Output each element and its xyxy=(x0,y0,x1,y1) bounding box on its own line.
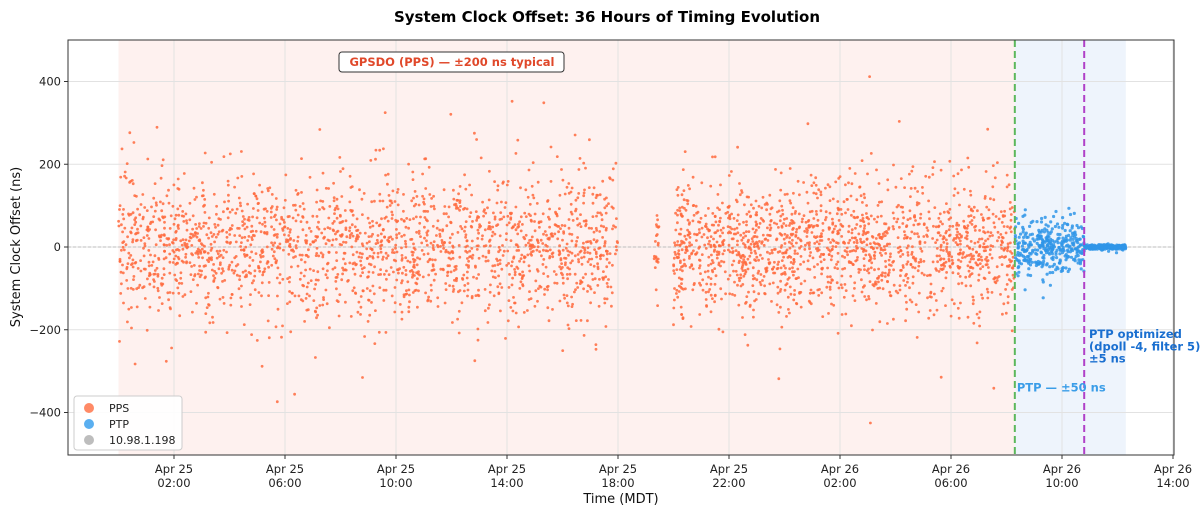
x-tick-time: 06:00 xyxy=(934,476,967,490)
annotation-gpsdo: GPSDO (PPS) — ±200 ns typical xyxy=(349,55,554,69)
x-tick-date: Apr 26 xyxy=(1043,462,1081,476)
x-tick-date: Apr 25 xyxy=(710,462,748,476)
legend-marker-icon xyxy=(84,403,94,413)
legend: PPS PTP 10.98.1.198 xyxy=(73,395,183,451)
legend-marker-icon xyxy=(84,435,94,445)
annotations: GPSDO (PPS) — ±200 ns typical PTP — ±50 n… xyxy=(338,51,1200,395)
x-tick-time: 18:00 xyxy=(601,476,634,490)
x-tick-time: 14:00 xyxy=(490,476,523,490)
x-tick-date: Apr 26 xyxy=(1154,462,1192,476)
x-tick-time: 02:00 xyxy=(823,476,856,490)
x-tick-date: Apr 25 xyxy=(155,462,193,476)
y-tick-label: 400 xyxy=(39,75,61,89)
annotation-2: PTP optimized xyxy=(1089,327,1182,341)
x-tick-date: Apr 25 xyxy=(266,462,304,476)
y-tick-label: 200 xyxy=(39,157,61,171)
annotation-3: (dpoll -4, filter 5) xyxy=(1089,339,1200,353)
legend-marker-icon xyxy=(84,419,94,429)
y-axis-label: System Clock Offset (ns) xyxy=(9,167,24,327)
legend-label: 10.98.1.198 xyxy=(109,434,175,447)
x-tick-time: 02:00 xyxy=(157,476,190,490)
x-tick-date: Apr 25 xyxy=(488,462,526,476)
x-tick-date: Apr 25 xyxy=(377,462,415,476)
x-tick-time: 14:00 xyxy=(1156,476,1189,490)
y-axis-ticks: 400 200 0 −200 −400 xyxy=(29,75,68,420)
data-points xyxy=(117,67,1128,425)
legend-label: PTP xyxy=(109,418,129,431)
annotation-1: PTP — ±50 ns xyxy=(1017,381,1106,395)
annotation-4: ±5 ns xyxy=(1089,352,1126,366)
y-tick-label: −200 xyxy=(29,323,61,337)
x-axis-label: Time (MDT) xyxy=(582,492,658,507)
x-tick-time: 10:00 xyxy=(1045,476,1078,490)
chart-title: System Clock Offset: 36 Hours of Timing … xyxy=(394,8,820,26)
y-tick-label: 0 xyxy=(54,240,61,254)
x-tick-time: 06:00 xyxy=(268,476,301,490)
x-tick-date: Apr 26 xyxy=(932,462,970,476)
x-tick-date: Apr 25 xyxy=(599,462,637,476)
legend-label: PPS xyxy=(109,402,129,415)
legend-box xyxy=(73,395,183,451)
y-tick-label: −400 xyxy=(29,406,61,420)
x-tick-time: 10:00 xyxy=(379,476,412,490)
x-tick-date: Apr 26 xyxy=(821,462,859,476)
x-tick-time: 22:00 xyxy=(712,476,745,490)
event-lines xyxy=(1013,40,1086,455)
